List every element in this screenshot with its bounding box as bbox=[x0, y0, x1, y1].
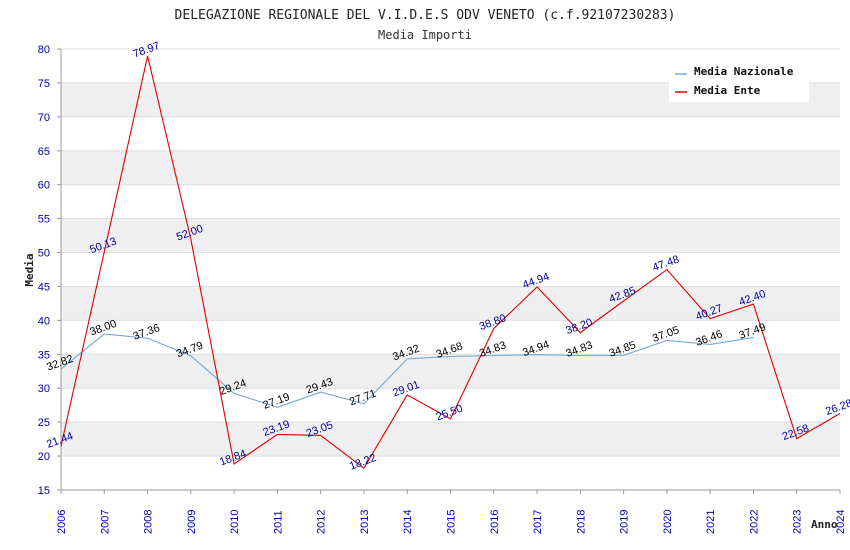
grid-band bbox=[61, 150, 840, 185]
y-tick-label: 45 bbox=[38, 281, 50, 293]
y-tick-label: 35 bbox=[38, 349, 50, 361]
legend-label-media-nazionale: Media Nazionale bbox=[694, 65, 794, 78]
grid-band bbox=[61, 218, 840, 253]
x-tick-label: 2007 bbox=[99, 510, 111, 534]
data-label-media-ente: 25.50 bbox=[434, 403, 464, 424]
grid-bands bbox=[61, 82, 840, 457]
grid-band bbox=[61, 354, 840, 389]
x-axis-ticks: 2006 2007 2008 2009 2010 2011 2012 2013 2014 2015… bbox=[56, 490, 847, 534]
legend-label-media-ente: Media Ente bbox=[694, 84, 761, 97]
x-tick-label: 2009 bbox=[186, 510, 198, 534]
x-tick-label: 2018 bbox=[575, 510, 587, 534]
data-label-media-nazionale: 27.19 bbox=[261, 391, 291, 412]
x-tick-label: 2008 bbox=[143, 510, 155, 534]
x-tick-label: 2011 bbox=[272, 510, 284, 534]
y-tick-label: 15 bbox=[38, 485, 50, 497]
y-axis-label: Media bbox=[23, 253, 36, 286]
series-line-media-ente bbox=[60, 55, 841, 470]
chart-title: DELEGAZIONE REGIONALE DEL V.I.D.E.S ODV … bbox=[175, 8, 676, 23]
x-tick-label: 2024 bbox=[835, 510, 847, 534]
y-tick-label: 65 bbox=[38, 146, 50, 158]
data-label-media-nazionale: 37.36 bbox=[132, 322, 162, 343]
y-tick-label: 25 bbox=[38, 417, 50, 429]
grid-band bbox=[61, 422, 840, 457]
y-tick-label: 60 bbox=[38, 180, 50, 192]
y-tick-label: 75 bbox=[38, 78, 50, 90]
y-tick-label: 70 bbox=[38, 112, 50, 124]
y-tick-label: 20 bbox=[38, 451, 50, 463]
x-tick-label: 2006 bbox=[56, 510, 68, 534]
x-tick-label: 2021 bbox=[705, 510, 717, 534]
y-tick-label: 50 bbox=[38, 248, 50, 260]
legend-box bbox=[669, 58, 809, 102]
x-tick-label: 2015 bbox=[446, 510, 458, 534]
data-label-media-ente: 78.97 bbox=[132, 40, 162, 61]
y-axis-ticks: 15 20 25 30 35 40 45 50 55 60 65 70 75 80 bbox=[38, 44, 61, 497]
x-tick-label: 2012 bbox=[316, 510, 328, 534]
data-label-media-nazionale: 36.46 bbox=[694, 328, 724, 349]
y-tick-label: 40 bbox=[38, 315, 50, 327]
series-lines bbox=[60, 55, 841, 470]
data-label-media-nazionale: 27.71 bbox=[348, 388, 378, 409]
x-tick-label: 2022 bbox=[748, 510, 760, 534]
x-tick-label: 2023 bbox=[792, 510, 804, 534]
x-tick-label: 2017 bbox=[532, 510, 544, 534]
x-tick-label: 2019 bbox=[619, 510, 631, 534]
y-tick-label: 80 bbox=[38, 44, 50, 56]
data-label-media-ente: 47.48 bbox=[651, 253, 681, 274]
legend: Media Nazionale Media Ente bbox=[669, 58, 809, 102]
x-tick-label: 2010 bbox=[229, 510, 241, 534]
x-tick-label: 2013 bbox=[359, 510, 371, 534]
data-label-media-nazionale: 37.49 bbox=[737, 321, 767, 342]
x-tick-label: 2014 bbox=[402, 510, 414, 534]
series-line-media-nazionale bbox=[60, 333, 754, 408]
chart-subtitle: Media Importi bbox=[378, 28, 472, 42]
y-tick-label: 30 bbox=[38, 383, 50, 395]
x-tick-label: 2016 bbox=[489, 510, 501, 534]
y-tick-label: 55 bbox=[38, 214, 50, 226]
x-axis-label: Anno bbox=[811, 518, 838, 531]
grid-band bbox=[61, 286, 840, 321]
x-tick-label: 2020 bbox=[662, 510, 674, 534]
